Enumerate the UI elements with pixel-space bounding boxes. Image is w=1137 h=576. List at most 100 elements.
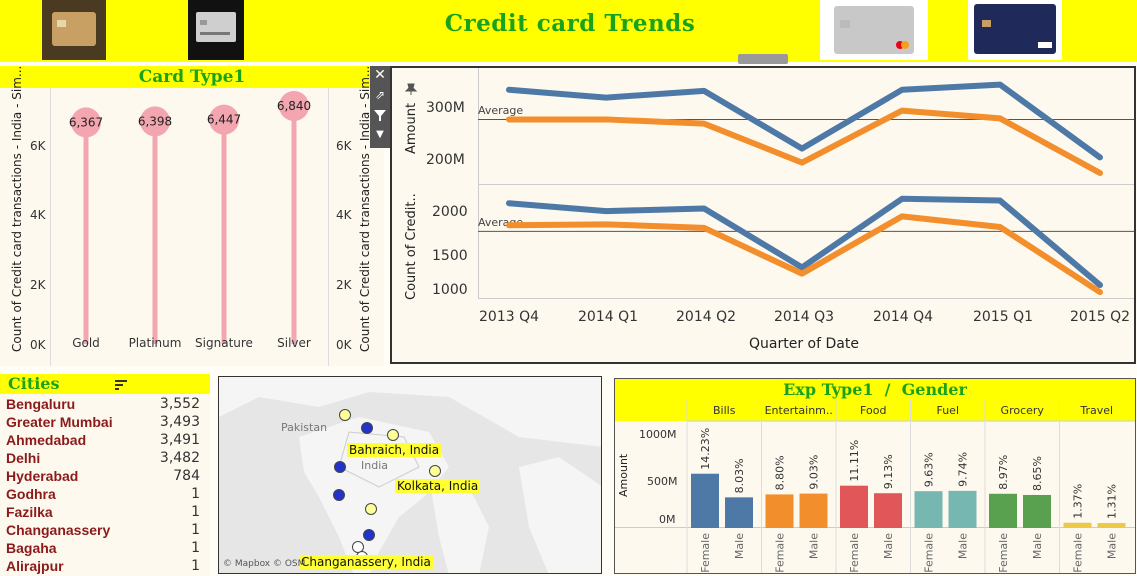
expense-bar [948,490,977,528]
city-row[interactable]: Alirajpur 1 [6,558,206,576]
card-type-tick-right: 6K [336,139,352,153]
city-name: Delhi [6,450,41,466]
card-type-panel: Card Type1 Count of Credit card transact… [0,66,384,366]
city-row[interactable]: Ahmedabad 3,491 [6,432,206,450]
expense-bar [725,497,753,528]
value-label: 6,840 [277,99,311,113]
gender-label: Female [923,533,936,573]
city-row[interactable]: Delhi 3,482 [6,450,206,468]
value-label: 6,447 [207,113,241,127]
gender-label: Male [733,533,746,559]
card-type-tick: 0K [30,338,46,352]
city-name: Hyderabad [6,468,79,484]
category-header: Entertainm.. [765,404,833,417]
exp-y-tick: 1000M [639,428,677,441]
quarter-tick: 2014 Q4 [873,309,934,325]
city-count: 1 [191,504,200,520]
close-icon[interactable]: ✕ [374,67,386,83]
card-type-tick: 2K [30,278,46,292]
open-external-icon[interactable]: ⇗ [374,88,386,102]
quarter-tick: 2013 Q4 [479,309,540,325]
percent-label: 8.97% [997,455,1010,490]
filter-icon[interactable] [370,106,390,124]
gender-label: Female [848,533,861,573]
city-row[interactable]: Hyderabad 784 [6,468,206,486]
expense-bar [1063,522,1092,528]
expense-bar [914,491,943,528]
gold-card-image [42,0,106,60]
map-place-label: Pakistan [281,421,328,434]
expense-bar [840,485,868,528]
percent-label: 9.74% [957,452,970,487]
city-name: Alirajpur [6,558,64,574]
city-row[interactable]: Godhra 1 [6,486,206,504]
city-name: Bagaha [6,540,57,556]
expense-bar [874,493,902,528]
expense-bar [1097,523,1126,528]
map-marker[interactable] [429,465,441,477]
map-marker[interactable] [333,489,345,501]
city-count: 1 [191,558,200,574]
city-name: Bengaluru [6,396,76,412]
exp-y-tick: 500M [647,475,678,488]
more-options-icon[interactable]: ▼ [376,129,384,140]
city-row[interactable]: Bagaha 1 [6,540,206,558]
percent-label: 1.37% [1072,484,1085,519]
lollipop-head [209,104,239,135]
gender-label: Female [997,533,1010,573]
gender-label: Male [957,533,970,559]
average-label: Average [478,104,524,117]
city-row[interactable]: Changanassery 1 [6,522,206,540]
map-marker[interactable] [339,409,351,421]
lollipop-head [279,90,309,121]
trend-bottom-tick: 2000 [432,204,468,220]
percent-label: 14.23% [699,428,712,470]
map-marker[interactable] [361,422,373,434]
trend-top-tick: 300M [426,100,465,116]
city-count: 784 [173,468,200,484]
category-label: Signature [195,336,253,350]
map-marker[interactable] [365,503,377,515]
lollipop-stem [291,105,297,344]
trend-bottom-tick: 1000 [432,282,468,298]
category-header: Grocery [1001,404,1045,417]
category-header: Bills [713,404,736,417]
count-series-line [506,195,1103,289]
cities-list: Bengaluru 3,552 Greater Mumbai 3,493 Ahmed… [0,394,210,576]
expense-bar [799,493,828,528]
map-marker[interactable] [334,461,346,473]
percent-label: 8.65% [1031,456,1044,491]
map-marker[interactable] [387,429,399,441]
expense-bar [1023,494,1051,528]
gender-label: Female [699,533,712,573]
city-name: Godhra [6,486,56,502]
city-row[interactable]: Greater Mumbai 3,493 [6,414,206,432]
percent-label: 11.11% [848,440,861,482]
value-label: 6,398 [138,114,172,128]
map-marker[interactable] [363,529,375,541]
count-series-line [506,213,1103,296]
city-name: Changanassery [6,522,111,538]
value-label: 6,367 [69,115,103,129]
expense-bar [691,473,719,528]
city-row[interactable]: Fazilka 1 [6,504,206,522]
card-type-tick: 6K [30,139,46,153]
gender-label: Male [1031,533,1044,559]
visa-signature-card-image [968,0,1062,60]
sort-icon[interactable] [114,378,128,390]
category-label: Gold [72,336,100,350]
map-tooltip-label: Changanassery, India [299,555,433,569]
pin-icon[interactable] [404,82,418,96]
card-type-tick-right: 2K [336,278,352,292]
resize-handle[interactable] [738,54,788,64]
percent-label: 9.63% [923,452,936,487]
category-header: Travel [1079,404,1113,417]
quarter-tick: 2014 Q3 [774,309,835,325]
city-count: 1 [191,540,200,556]
expense-bar [989,493,1017,528]
card-type-tick-right: 0K [336,338,352,352]
cities-panel: Cities Bengaluru 3,552 Greater Mumbai 3,49… [0,374,210,576]
lollipop-stem [221,119,227,344]
map-panel[interactable]: Pakistan India Bahraich, India Kolkata, … [218,376,602,574]
city-row[interactable]: Bengaluru 3,552 [6,396,206,414]
